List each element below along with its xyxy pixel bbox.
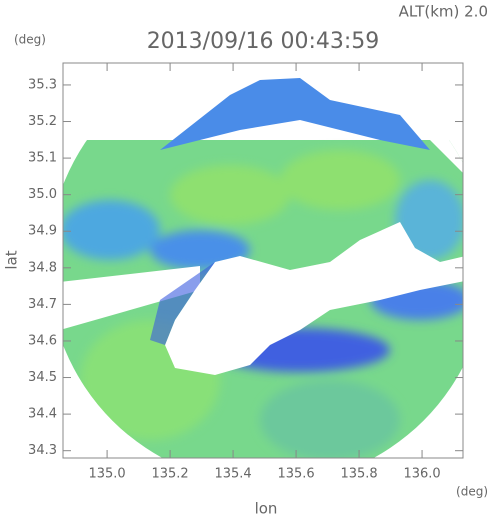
altitude-label: ALT(km) 2.0 — [399, 3, 488, 21]
y-axis-label: lat — [3, 250, 21, 269]
plot-frame — [62, 62, 464, 459]
x-unit: (deg) — [456, 485, 488, 499]
y-tick-label: 35.3 — [28, 77, 57, 92]
x-tick-label: 135.6 — [277, 467, 314, 482]
x-tick-label: 135.0 — [88, 467, 125, 482]
radar-field — [63, 63, 463, 458]
y-tick-label: 35.1 — [28, 151, 57, 166]
y-tick-label: 34.8 — [28, 260, 57, 275]
x-tick-label: 135.4 — [214, 467, 251, 482]
x-tick-label: 135.2 — [151, 467, 188, 482]
chart-title: 2013/09/16 00:43:59 — [147, 29, 380, 54]
x-tick-label: 136.0 — [403, 467, 440, 482]
y-tick-label: 34.9 — [28, 224, 57, 239]
y-tick-label: 34.3 — [28, 443, 57, 458]
y-tick-label: 35.2 — [28, 114, 57, 129]
y-tick-label: 34.4 — [28, 407, 57, 422]
x-tick-label: 135.8 — [340, 467, 377, 482]
y-unit: (deg) — [14, 33, 46, 47]
x-axis-label: lon — [255, 500, 278, 518]
y-tick-label: 35.0 — [28, 187, 57, 202]
y-tick-label: 34.7 — [28, 297, 57, 312]
y-tick-label: 34.6 — [28, 333, 57, 348]
y-tick-label: 34.5 — [28, 370, 57, 385]
